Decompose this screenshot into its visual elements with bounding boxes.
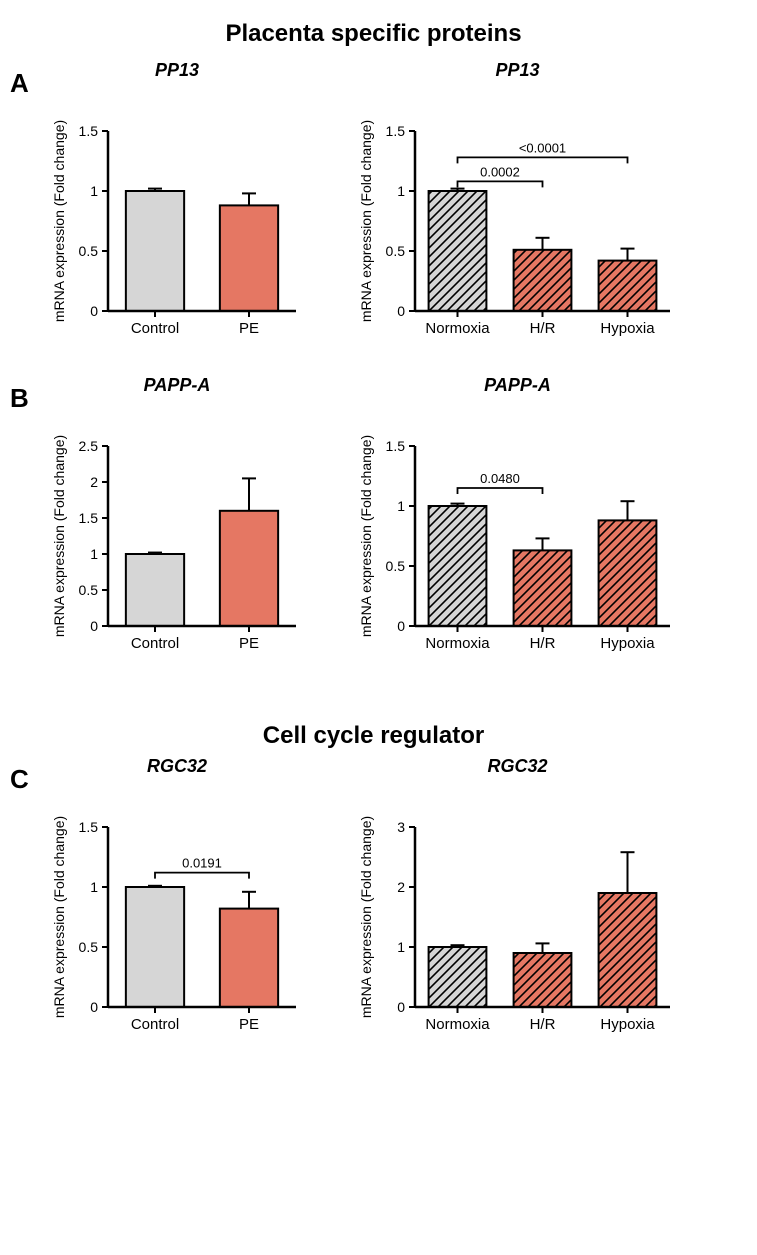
svg-text:1.5: 1.5 (386, 438, 406, 454)
svg-text:<0.0001: <0.0001 (519, 140, 566, 155)
chart-svg-a-left: 0 0.5 1 1.5 Control PE mRNA expression (Fold c… (46, 81, 308, 347)
figure-page: Placenta specific proteins A PP13 0 0.5 1 1… (0, 0, 757, 1255)
svg-text:0.0480: 0.0480 (480, 471, 520, 486)
chart-title-b-right: PAPP-A (484, 375, 551, 396)
svg-text:PE: PE (239, 635, 259, 652)
svg-text:0.5: 0.5 (79, 582, 99, 598)
main-title: Placenta specific proteins (10, 20, 737, 48)
row-c: C RGC32 0 0.5 1 1.5 Control PE 0.0191 mRNA expr… (10, 756, 737, 1043)
svg-text:0.5: 0.5 (386, 243, 406, 259)
svg-text:0: 0 (397, 618, 405, 634)
chart-c-right: RGC32 0 1 2 3 Normoxia H/R Hypoxia mRNA express… (353, 756, 682, 1043)
chart-a-left: PP13 0 0.5 1 1.5 Control PE mRNA expression (F… (46, 60, 308, 347)
svg-text:mRNA expression (Fold change): mRNA expression (Fold change) (51, 435, 67, 637)
svg-text:0: 0 (397, 999, 405, 1015)
panel-letter-c: C (10, 756, 40, 795)
svg-text:2: 2 (90, 474, 98, 490)
svg-text:0: 0 (90, 618, 98, 634)
svg-text:1: 1 (90, 546, 98, 562)
chart-title-c-right: RGC32 (487, 756, 547, 777)
svg-text:mRNA expression (Fold change): mRNA expression (Fold change) (358, 120, 374, 322)
svg-text:0.5: 0.5 (79, 939, 99, 955)
svg-text:Hypoxia: Hypoxia (600, 320, 655, 337)
svg-text:mRNA expression (Fold change): mRNA expression (Fold change) (51, 816, 67, 1018)
svg-text:Hypoxia: Hypoxia (600, 635, 655, 652)
row-a: A PP13 0 0.5 1 1.5 Control PE mRNA expression … (10, 60, 737, 347)
svg-text:0.5: 0.5 (79, 243, 99, 259)
svg-text:mRNA expression (Fold change): mRNA expression (Fold change) (51, 120, 67, 322)
svg-text:3: 3 (397, 819, 405, 835)
svg-text:mRNA expression (Fold change): mRNA expression (Fold change) (358, 435, 374, 637)
chart-title-a-right: PP13 (495, 60, 539, 81)
svg-text:0: 0 (90, 999, 98, 1015)
chart-title-c-left: RGC32 (147, 756, 207, 777)
svg-text:Normoxia: Normoxia (425, 320, 490, 337)
chart-svg-b-right: 0 0.5 1 1.5 Normoxia H/R Hypoxia 0.0480 mRNA exp… (353, 396, 682, 662)
svg-text:Control: Control (131, 1016, 179, 1033)
chart-svg-c-right: 0 1 2 3 Normoxia H/R Hypoxia mRNA expression (F… (353, 777, 682, 1043)
svg-text:1: 1 (397, 183, 405, 199)
chart-title-b-left: PAPP-A (144, 375, 211, 396)
svg-text:H/R: H/R (530, 320, 556, 337)
chart-title-a-left: PP13 (155, 60, 199, 81)
svg-text:0.0191: 0.0191 (182, 856, 222, 871)
svg-text:H/R: H/R (530, 635, 556, 652)
svg-text:Normoxia: Normoxia (425, 1016, 490, 1033)
panel-letter-a: A (10, 60, 40, 99)
svg-text:PE: PE (239, 1016, 259, 1033)
svg-text:1.5: 1.5 (79, 123, 99, 139)
svg-text:Control: Control (131, 320, 179, 337)
svg-text:2: 2 (397, 879, 405, 895)
chart-c-left: RGC32 0 0.5 1 1.5 Control PE 0.0191 mRNA expres… (46, 756, 308, 1043)
chart-svg-b-left: 0 0.5 1 1.5 2 2.5 Control PE mRNA expression (Fo… (46, 396, 308, 662)
chart-svg-c-left: 0 0.5 1 1.5 Control PE 0.0191 mRNA expression (… (46, 777, 308, 1043)
svg-text:0: 0 (397, 303, 405, 319)
svg-text:1: 1 (90, 879, 98, 895)
section-title-2: Cell cycle regulator (10, 722, 737, 750)
svg-text:0.5: 0.5 (386, 558, 406, 574)
svg-text:1.5: 1.5 (79, 819, 99, 835)
row-b: B PAPP-A 0 0.5 1 1.5 2 2.5 Control PE mRNA expre… (10, 375, 737, 662)
chart-svg-a-right: 0 0.5 1 1.5 Normoxia H/R Hypoxia 0.0002 <0.0001 m… (353, 81, 682, 347)
chart-a-right: PP13 0 0.5 1 1.5 Normoxia H/R Hypoxia 0.0002 <0.… (353, 60, 682, 347)
svg-text:1: 1 (397, 939, 405, 955)
svg-text:0: 0 (90, 303, 98, 319)
svg-text:Hypoxia: Hypoxia (600, 1016, 655, 1033)
chart-b-left: PAPP-A 0 0.5 1 1.5 2 2.5 Control PE mRNA express… (46, 375, 308, 662)
chart-b-right: PAPP-A 0 0.5 1 1.5 Normoxia H/R Hypoxia 0.0480 m… (353, 375, 682, 662)
svg-text:2.5: 2.5 (79, 438, 99, 454)
svg-text:0.0002: 0.0002 (480, 164, 520, 179)
svg-text:1: 1 (397, 498, 405, 514)
svg-text:1: 1 (90, 183, 98, 199)
panel-letter-b: B (10, 375, 40, 414)
svg-text:H/R: H/R (530, 1016, 556, 1033)
svg-text:1.5: 1.5 (386, 123, 406, 139)
svg-text:1.5: 1.5 (79, 510, 99, 526)
svg-text:Normoxia: Normoxia (425, 635, 490, 652)
svg-text:Control: Control (131, 635, 179, 652)
svg-text:PE: PE (239, 320, 259, 337)
svg-text:mRNA expression (Fold change): mRNA expression (Fold change) (358, 816, 374, 1018)
